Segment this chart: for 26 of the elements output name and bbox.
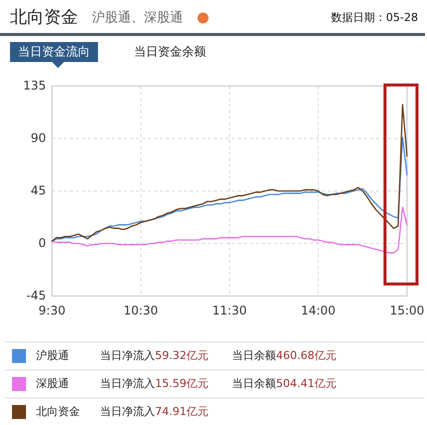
y-tick-label: 0 [38,236,46,250]
y-tick-label: 45 [30,183,46,198]
text: 数据日期：05-28 [331,11,418,24]
text: 当日余额460.68亿元 [232,349,336,362]
text: 当日净流入15.59亿元 [100,377,208,390]
line-series [51,136,408,242]
text: 当日资金余额 [134,44,206,58]
x-tick-label: 14:00 [300,303,336,318]
text: 当日净流入74.91亿元 [100,405,208,418]
y-tick-label: 135 [23,78,46,92]
x-tick-label: 11:30 [212,303,247,318]
chart-title: 北向资金 [10,8,78,28]
line-series [51,104,408,242]
legend-label: 深股通 [36,377,69,390]
text: 当日资金流向 [18,44,90,58]
x-tick-label: 15:00 [390,303,424,318]
x-tick-label: 10:30 [123,303,158,318]
line-series [51,206,408,254]
y-tick-label: 90 [30,130,46,145]
text: 当日余额504.41亿元 [232,377,336,390]
x-tick-label: 9:30 [38,303,66,318]
chart-subtitle: 沪股通、深股通 [92,10,183,26]
legend-label: 北向资金 [36,405,80,418]
legend-label: 沪股通 [36,349,69,362]
text: 当日净流入59.32亿元 [100,349,208,362]
y-tick-label: -45 [26,288,46,302]
